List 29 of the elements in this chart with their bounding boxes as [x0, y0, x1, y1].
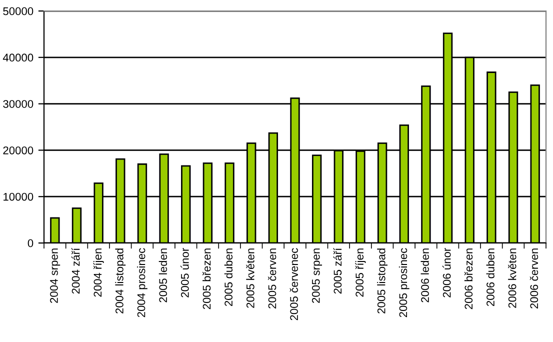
x-tick-label: 2005 leden: [158, 248, 168, 302]
x-tick-label: 2006 únor: [442, 248, 451, 298]
x-tick-label: 2004 září: [71, 248, 80, 294]
x-tick-label: 2005 prosinec: [398, 248, 410, 318]
x-tick-label: 2005 červen: [268, 248, 276, 308]
x-tick-label: 2005 únor: [180, 248, 189, 298]
x-tick-label: 2005 květen: [246, 248, 254, 308]
x-tick-label: 2005 duben: [224, 248, 233, 306]
x-tick-label: 2005 září: [333, 248, 342, 294]
x-tick-label: 2005 březen: [202, 248, 211, 310]
x-tick-label: 2005 srpen: [312, 248, 322, 303]
x-tick-label: 2006 březen: [464, 248, 473, 310]
x-tick-label: 2004 srpen: [50, 248, 60, 303]
x-tick-label: 2006 duben: [486, 248, 494, 306]
x-tick-label: 2004 říjen: [93, 248, 104, 297]
x-tick-label: 2006 leden: [420, 248, 429, 302]
y-tick-label: 50000: [3, 7, 34, 16]
x-tick-label: 2004 prosinec: [137, 248, 148, 318]
x-tick-label: 2005 červenec: [290, 248, 298, 320]
y-tick-label: 0: [28, 239, 34, 248]
y-tick-label: 10000: [4, 192, 34, 201]
x-tick-label: 2006 červen: [530, 248, 538, 308]
x-tick-label: 2005 listopad: [377, 248, 388, 314]
y-tick-label: 40000: [2, 54, 34, 62]
x-tick-label: 2006 květen: [508, 248, 516, 308]
y-tick-label: 30000: [3, 100, 34, 108]
y-tick-label: 20000: [3, 146, 34, 154]
x-tick-label: 2005 říjen: [355, 248, 366, 297]
x-tick-label: 2004 listopad: [115, 248, 126, 314]
